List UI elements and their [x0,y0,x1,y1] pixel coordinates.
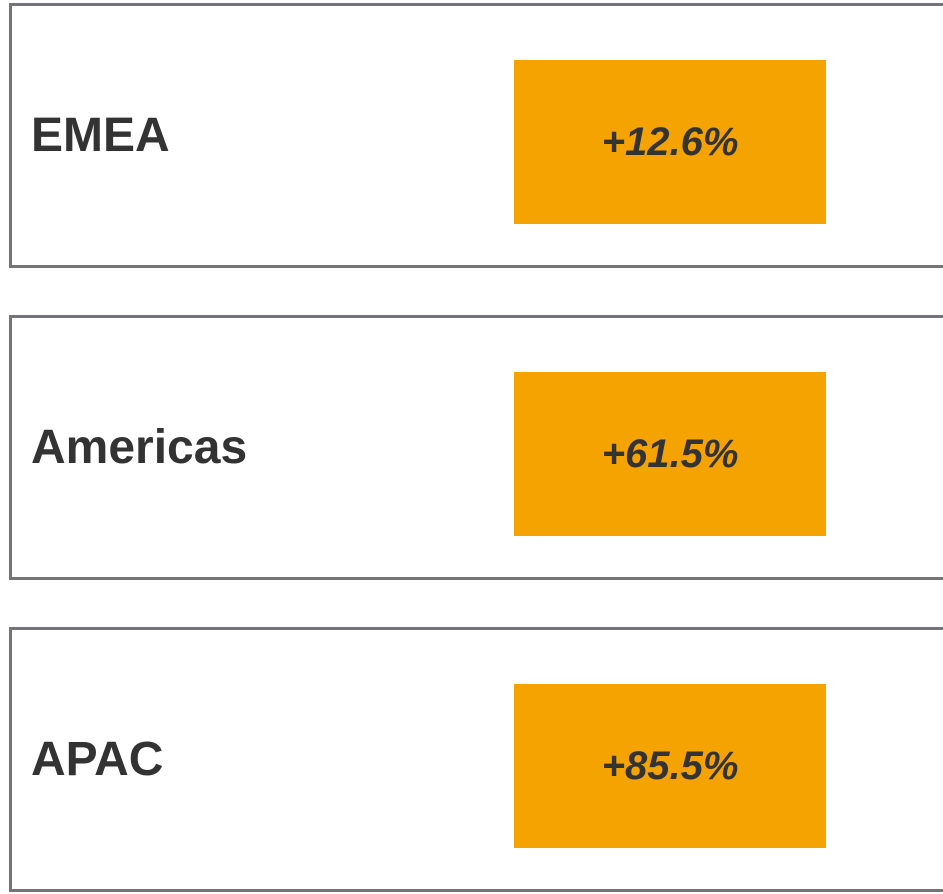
region-card: EMEA +12.6% [9,3,943,268]
region-label: APAC [31,733,164,786]
growth-badge: +12.6% [514,60,826,224]
growth-badge: +61.5% [514,372,826,536]
region-card: Americas +61.5% [9,315,943,580]
region-label: EMEA [31,109,170,162]
region-label: Americas [31,421,248,474]
growth-badge: +85.5% [514,684,826,848]
region-card: APAC +85.5% [9,627,943,892]
